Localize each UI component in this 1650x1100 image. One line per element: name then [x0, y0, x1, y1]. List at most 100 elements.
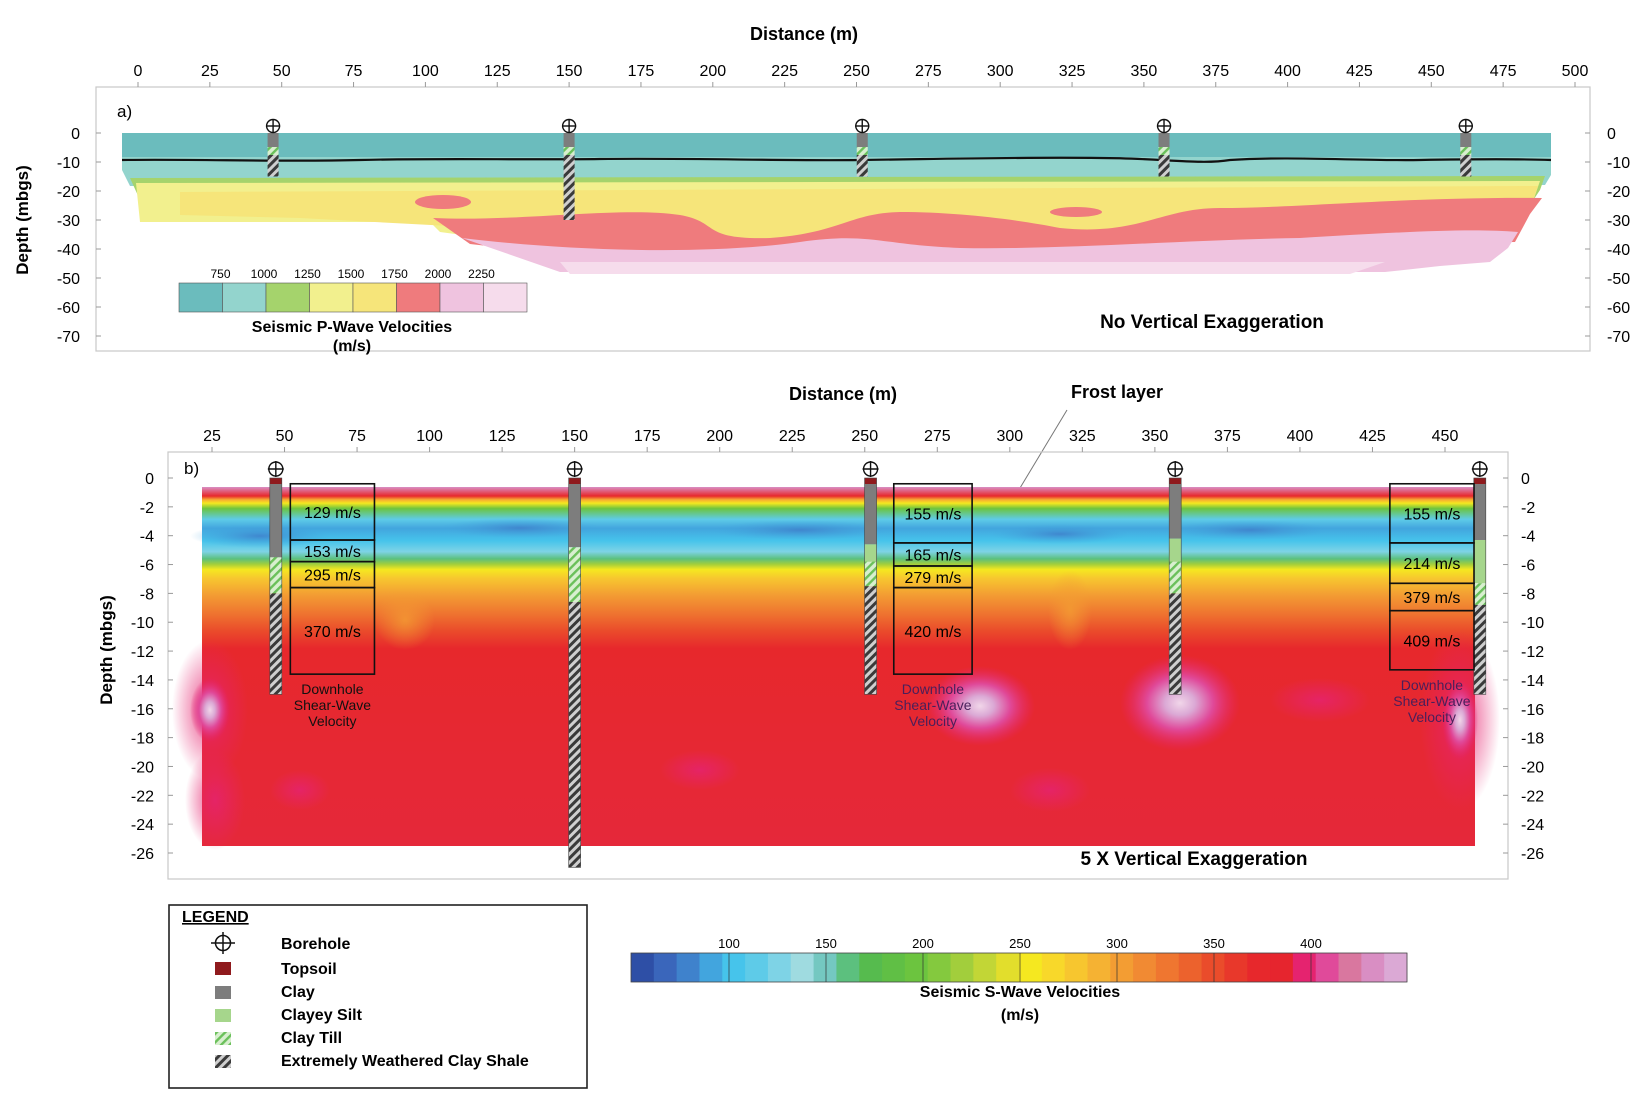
- y-tick-label-right: -2: [1521, 500, 1535, 517]
- profile-velocity-label: 370 m/s: [304, 624, 361, 641]
- swave-colorbar-tick: 350: [1203, 936, 1225, 951]
- profile-velocity-label: 214 m/s: [1403, 556, 1460, 573]
- profile-velocity-label: 409 m/s: [1403, 633, 1460, 650]
- x-tick-label: 100: [412, 63, 439, 80]
- clayey-silt-interval: [864, 544, 877, 562]
- profile-label: Shear-Wave: [294, 697, 372, 713]
- swave-colorbar-swatch: [1041, 953, 1066, 982]
- shale-interval: [864, 586, 877, 695]
- profile-label: Shear-Wave: [894, 697, 972, 713]
- clay-till-interval: [563, 147, 575, 155]
- pwave-colorbar-swatch: [222, 282, 267, 313]
- profile-segment: [289, 586, 376, 675]
- y-tick-label-right: -18: [1521, 731, 1544, 748]
- frost-layer-leader: [1019, 409, 1068, 489]
- pwave-colorbar-title: Seismic P-Wave Velocities: [252, 319, 453, 336]
- y-tick-label-left: -16: [131, 702, 154, 719]
- swave-colorbar-tick: 200: [912, 936, 934, 951]
- legend-item-shale: Extremely Weathered Clay Shale: [215, 1053, 529, 1070]
- x-tick-label: 325: [1059, 63, 1086, 80]
- pwave-2000-lens: [1050, 207, 1102, 217]
- x-tick-label: 25: [201, 63, 219, 80]
- pwave-2250-deep-layer: [560, 262, 1385, 274]
- panel-b-frame: [167, 451, 1509, 880]
- borehole-outline: [568, 477, 581, 868]
- pwave-colorbar-tick: 1000: [251, 267, 278, 281]
- pwave-colorbar-tick: 1250: [294, 267, 321, 281]
- profile-velocity-label: 379 m/s: [1403, 590, 1460, 607]
- pwave-colorbar-swatch: [309, 282, 354, 313]
- clay-interval: [563, 133, 575, 147]
- water-table-line: [121, 156, 1552, 163]
- y-tick-label-right: -60: [1607, 300, 1630, 317]
- borehole: [1167, 461, 1184, 695]
- shale-interval: [568, 602, 581, 868]
- profile-velocity-label: 295 m/s: [304, 568, 361, 585]
- topsoil-interval: [864, 478, 877, 484]
- swave-colorbar-swatch: [790, 953, 815, 982]
- panel-a-y-ticks: 0 0 -10 -10 -20 -20 -30 -30 -40 -40 -50 -50 -60 -60 -7…: [57, 126, 1630, 346]
- clayey-silt-swatch: [215, 1009, 231, 1022]
- clay-till-interval: [1473, 583, 1486, 605]
- x-tick-label: 50: [276, 428, 294, 445]
- swave-colorbar-swatch: [927, 953, 952, 982]
- x-tick-label: 300: [987, 63, 1014, 80]
- y-tick-label-left: -24: [131, 817, 154, 834]
- swave-colorbar-swatch: [722, 953, 746, 982]
- swave-colorbar-swatch: [631, 953, 655, 982]
- swave-orange-zone: [375, 590, 435, 650]
- legend-label: Clay Till: [281, 1030, 342, 1047]
- swave-colorbar-swatch: [1270, 953, 1294, 982]
- clay-till-interval: [269, 557, 282, 594]
- swave-high-zone: [660, 750, 740, 790]
- clay-interval: [864, 484, 877, 545]
- swave-colorbar-swatch: [767, 953, 792, 982]
- panel-b-title: Distance (m): [789, 384, 897, 404]
- x-tick-label: 100: [416, 428, 443, 445]
- x-tick-label: 0: [134, 63, 143, 80]
- swave-high-zone: [270, 770, 330, 810]
- pwave-colorbar-swatch: [396, 282, 441, 313]
- topsoil-interval: [1169, 478, 1182, 484]
- x-tick-label: 25: [203, 428, 221, 445]
- profile-label: Downhole: [1401, 677, 1463, 693]
- pwave-colorbar: 750 1000 1250 1500 1750 2000 2250 Seismic P-Wa…: [178, 267, 528, 355]
- topsoil-interval: [568, 478, 581, 484]
- x-tick-label: 275: [924, 428, 951, 445]
- borehole: [267, 461, 284, 695]
- y-tick-label-left: -10: [131, 615, 154, 632]
- x-tick-label: 425: [1346, 63, 1373, 80]
- legend-label: Borehole: [281, 936, 350, 953]
- y-tick-label-left: -18: [131, 731, 154, 748]
- clay-till-interval: [856, 147, 868, 155]
- borehole-outline: [864, 477, 877, 695]
- swave-low-zone: [440, 518, 600, 538]
- clay-interval: [568, 484, 581, 548]
- y-tick-label-right: -20: [1521, 759, 1544, 776]
- swave-colorbar-title: Seismic S-Wave Velocities: [920, 984, 1121, 1001]
- swave-colorbar-swatch: [1384, 953, 1408, 982]
- x-tick-label: 125: [489, 428, 516, 445]
- profile-velocity-label: 420 m/s: [904, 624, 961, 641]
- legend-item-clay-till: Clay Till: [215, 1030, 342, 1047]
- panel-b-ylabel: Depth (mbgs): [97, 595, 116, 705]
- swave-colorbar-swatch: [882, 953, 906, 982]
- profile-label: Downhole: [301, 681, 363, 697]
- swave-high-zone: [1270, 678, 1370, 722]
- swave-colorbar-swatch: [1361, 953, 1385, 982]
- y-tick-label-left: -70: [57, 329, 80, 346]
- x-tick-label: 225: [779, 428, 806, 445]
- x-tick-label: 400: [1287, 428, 1314, 445]
- pwave-750-layer: [122, 133, 1551, 157]
- pwave-2250-layer: [462, 230, 1518, 272]
- shale-interval: [1169, 593, 1182, 695]
- y-tick-label-right: -30: [1607, 213, 1630, 230]
- swave-pink-zone: [1120, 655, 1240, 751]
- clay-interval: [267, 133, 279, 147]
- shale-interval: [1460, 155, 1472, 177]
- swave-high-zone: [1010, 768, 1090, 812]
- y-tick-label-left: 0: [145, 471, 154, 488]
- swave-colorbar-swatch: [1338, 953, 1362, 982]
- clay-till-interval: [267, 147, 279, 155]
